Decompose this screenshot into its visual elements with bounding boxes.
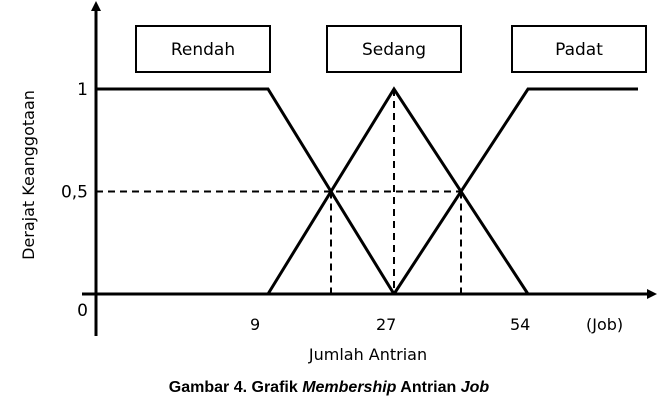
series-lines [96, 86, 638, 295]
y-axis-title: Derajat Keanggotaan [19, 90, 38, 260]
x-tick-labels: 9 27 54 [250, 315, 530, 334]
series-line-padat [392, 87, 638, 295]
legend: Rendah Sedang Padat [135, 25, 647, 73]
x-tick-label: 27 [376, 315, 396, 334]
y-tick-label: 0 [77, 301, 88, 321]
series-line-rendah [96, 87, 396, 295]
caption-italic-1: Membership [302, 379, 397, 396]
x-unit-label: (Job) [586, 315, 623, 334]
y-tick-label: 0,5 [61, 183, 88, 203]
x-tick-label: 54 [510, 315, 530, 334]
y-tick-labels: 00,51 [61, 80, 88, 321]
legend-box-rendah [135, 25, 271, 73]
caption-italic-2: Job [460, 379, 490, 396]
membership-chart: Rendah Sedang Padat 00,51 9 27 54 (Job) Juml… [19, 1, 657, 364]
guide-lines [95, 89, 462, 294]
legend-box-sedang [326, 25, 462, 73]
figure-caption: Gambar 4. Grafik Membership Antrian Job [0, 379, 658, 397]
x-axis-title: Jumlah Antrian [308, 345, 427, 364]
caption-prefix: Gambar 4. Grafik [168, 379, 303, 396]
legend-label-padat: Padat [555, 40, 603, 60]
legend-label-rendah: Rendah [171, 40, 235, 60]
legend-box-padat [511, 25, 647, 73]
x-tick-label: 9 [250, 315, 260, 334]
series-line-sedang [266, 86, 530, 295]
caption-middle: Antrian [396, 379, 461, 396]
legend-label-sedang: Sedang [362, 40, 426, 60]
y-tick-label: 1 [77, 80, 88, 100]
